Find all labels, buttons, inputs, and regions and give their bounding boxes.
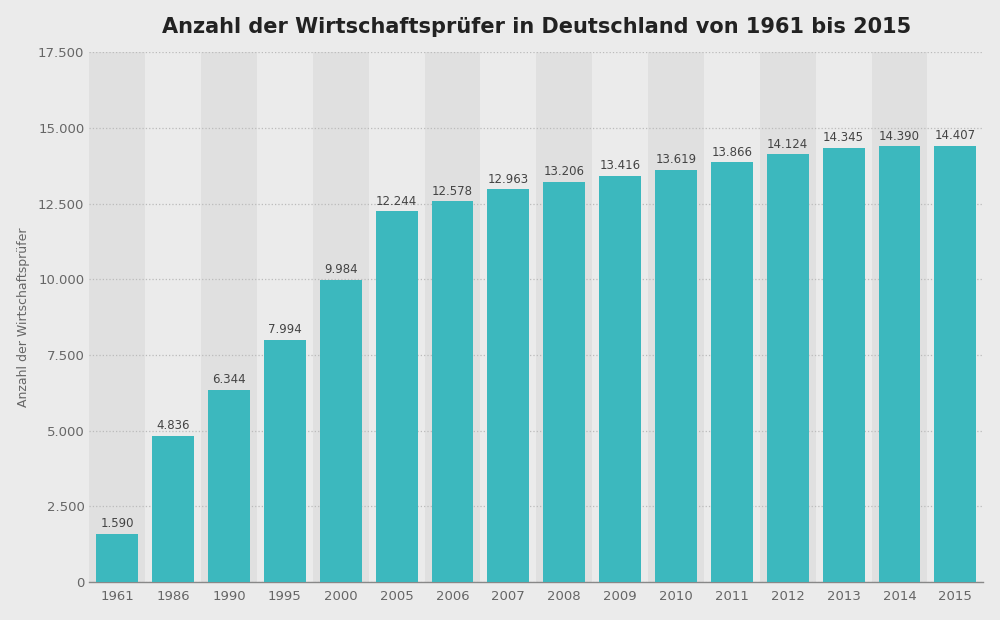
Text: 14.407: 14.407 [935,129,976,142]
Text: 13.866: 13.866 [711,146,752,159]
Text: 1.590: 1.590 [100,517,134,530]
Text: 12.578: 12.578 [432,185,473,198]
Bar [313,52,369,582]
Bar [648,52,704,582]
Bar [480,52,536,582]
Bar [432,201,473,582]
Bar [201,52,257,582]
Text: 13.619: 13.619 [655,153,697,166]
Bar [208,390,250,582]
Bar [767,154,809,582]
Text: 12.963: 12.963 [488,173,529,186]
Bar [369,52,425,582]
Bar [934,146,976,582]
Text: 14.124: 14.124 [767,138,808,151]
Bar [320,280,362,582]
Text: 14.390: 14.390 [879,130,920,143]
Text: 12.244: 12.244 [376,195,417,208]
Bar [425,52,480,582]
Bar [816,52,872,582]
Bar [145,52,201,582]
Bar [599,176,641,582]
Bar [823,148,865,582]
Bar [152,436,194,582]
Bar [376,211,418,582]
Bar [879,146,920,582]
Title: Anzahl der Wirtschaftsprüfer in Deutschland von 1961 bis 2015: Anzahl der Wirtschaftsprüfer in Deutschl… [162,17,911,37]
Bar [89,52,145,582]
Bar [257,52,313,582]
Bar [487,190,529,582]
Bar [927,52,983,582]
Text: 13.416: 13.416 [600,159,641,172]
Text: 7.994: 7.994 [268,323,302,336]
Bar [872,52,927,582]
Bar [760,52,816,582]
Bar [543,182,585,582]
Bar [592,52,648,582]
Bar [704,52,760,582]
Text: 6.344: 6.344 [212,373,246,386]
Text: 14.345: 14.345 [823,131,864,144]
Y-axis label: Anzahl der Wirtschaftsprüfer: Anzahl der Wirtschaftsprüfer [17,228,30,407]
Bar [711,162,753,582]
Bar [264,340,306,582]
Bar [536,52,592,582]
Bar [96,534,138,582]
Bar [655,170,697,582]
Text: 13.206: 13.206 [544,166,585,179]
Text: 9.984: 9.984 [324,263,358,276]
Text: 4.836: 4.836 [156,419,190,432]
